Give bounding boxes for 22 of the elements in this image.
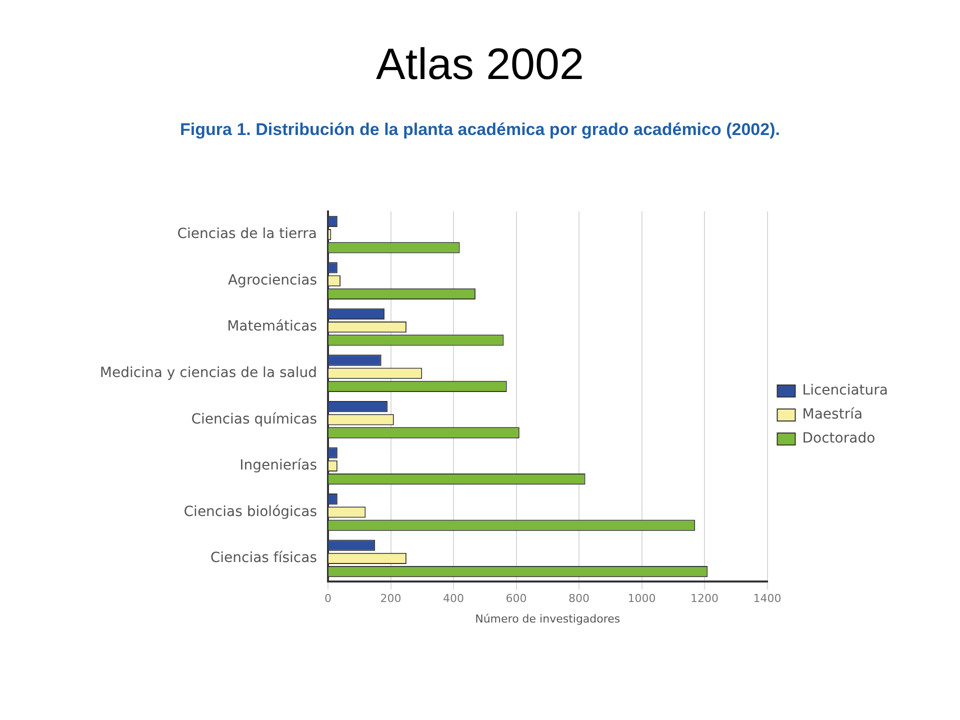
y-tick-label: Agrociencias [228, 272, 317, 288]
legend-label: Doctorado [802, 430, 876, 447]
x-tick-label: 200 [380, 592, 402, 606]
x-tick-label: 800 [568, 592, 590, 606]
x-axis-title: Número de investigadores [475, 612, 620, 626]
y-tick-label: Ingenierías [240, 458, 317, 474]
legend-label: Licenciatura [802, 382, 888, 399]
legend-label: Maestría [802, 406, 863, 423]
y-tick-label: Matemáticas [227, 318, 317, 335]
x-tick-label: 400 [443, 592, 464, 606]
x-tick-label: 0 [324, 592, 332, 606]
x-tick-label: 600 [506, 592, 527, 606]
y-tick-label: Ciencias de la tierra [177, 226, 317, 242]
y-tick-label: Ciencias biológicas [184, 504, 317, 520]
x-tick-label: 1000 [628, 592, 656, 606]
x-tick-label: 1200 [690, 592, 719, 606]
chart-subtitle: Figura 1. Distribución de la planta académica por grado académico (2002). [179, 120, 781, 140]
x-tick-label: 1400 [753, 592, 782, 606]
y-tick-label: Ciencias físicas [210, 550, 317, 566]
chart-title: Atlas 2002 [375, 40, 585, 90]
y-tick-label: Medicina y ciencias de la salud [100, 365, 317, 382]
y-tick-label: Ciencias químicas [191, 411, 317, 428]
